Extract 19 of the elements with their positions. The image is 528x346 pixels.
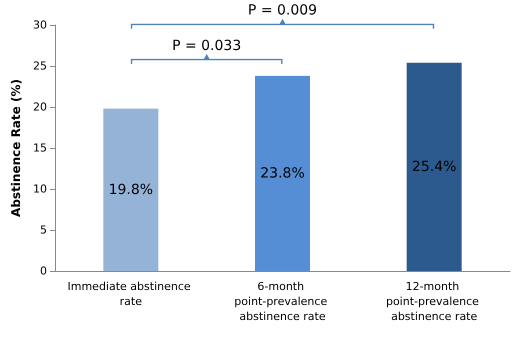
x-tick-label: Immediate abstinence rate	[68, 280, 194, 308]
y-tick-label: 10	[33, 182, 47, 196]
data-label: 25.4%	[412, 158, 456, 175]
data-label: 23.8%	[260, 165, 305, 182]
y-tick-label: 15	[33, 142, 47, 154]
data-label: 19.8%	[108, 182, 154, 198]
bar	[255, 76, 310, 271]
y-tick-label: 0	[40, 264, 47, 278]
y-tick-label: 30	[33, 18, 47, 32]
y-tick-label: 25	[33, 60, 47, 72]
annotation: P = 0.033	[172, 38, 242, 54]
y-tick-label: 5	[40, 224, 47, 236]
y-tick-label: 20	[33, 100, 47, 114]
bar	[103, 108, 158, 271]
y-axis-title: Abstinence Rate (%)	[9, 79, 24, 217]
bar	[406, 62, 462, 271]
text: P = 0.009	[248, 2, 318, 19]
x-tick-label: 12-month point-prevalence abstinence rate	[386, 280, 482, 323]
x-tick-label: 6-month point-prevalence abstinence rate	[234, 280, 331, 323]
